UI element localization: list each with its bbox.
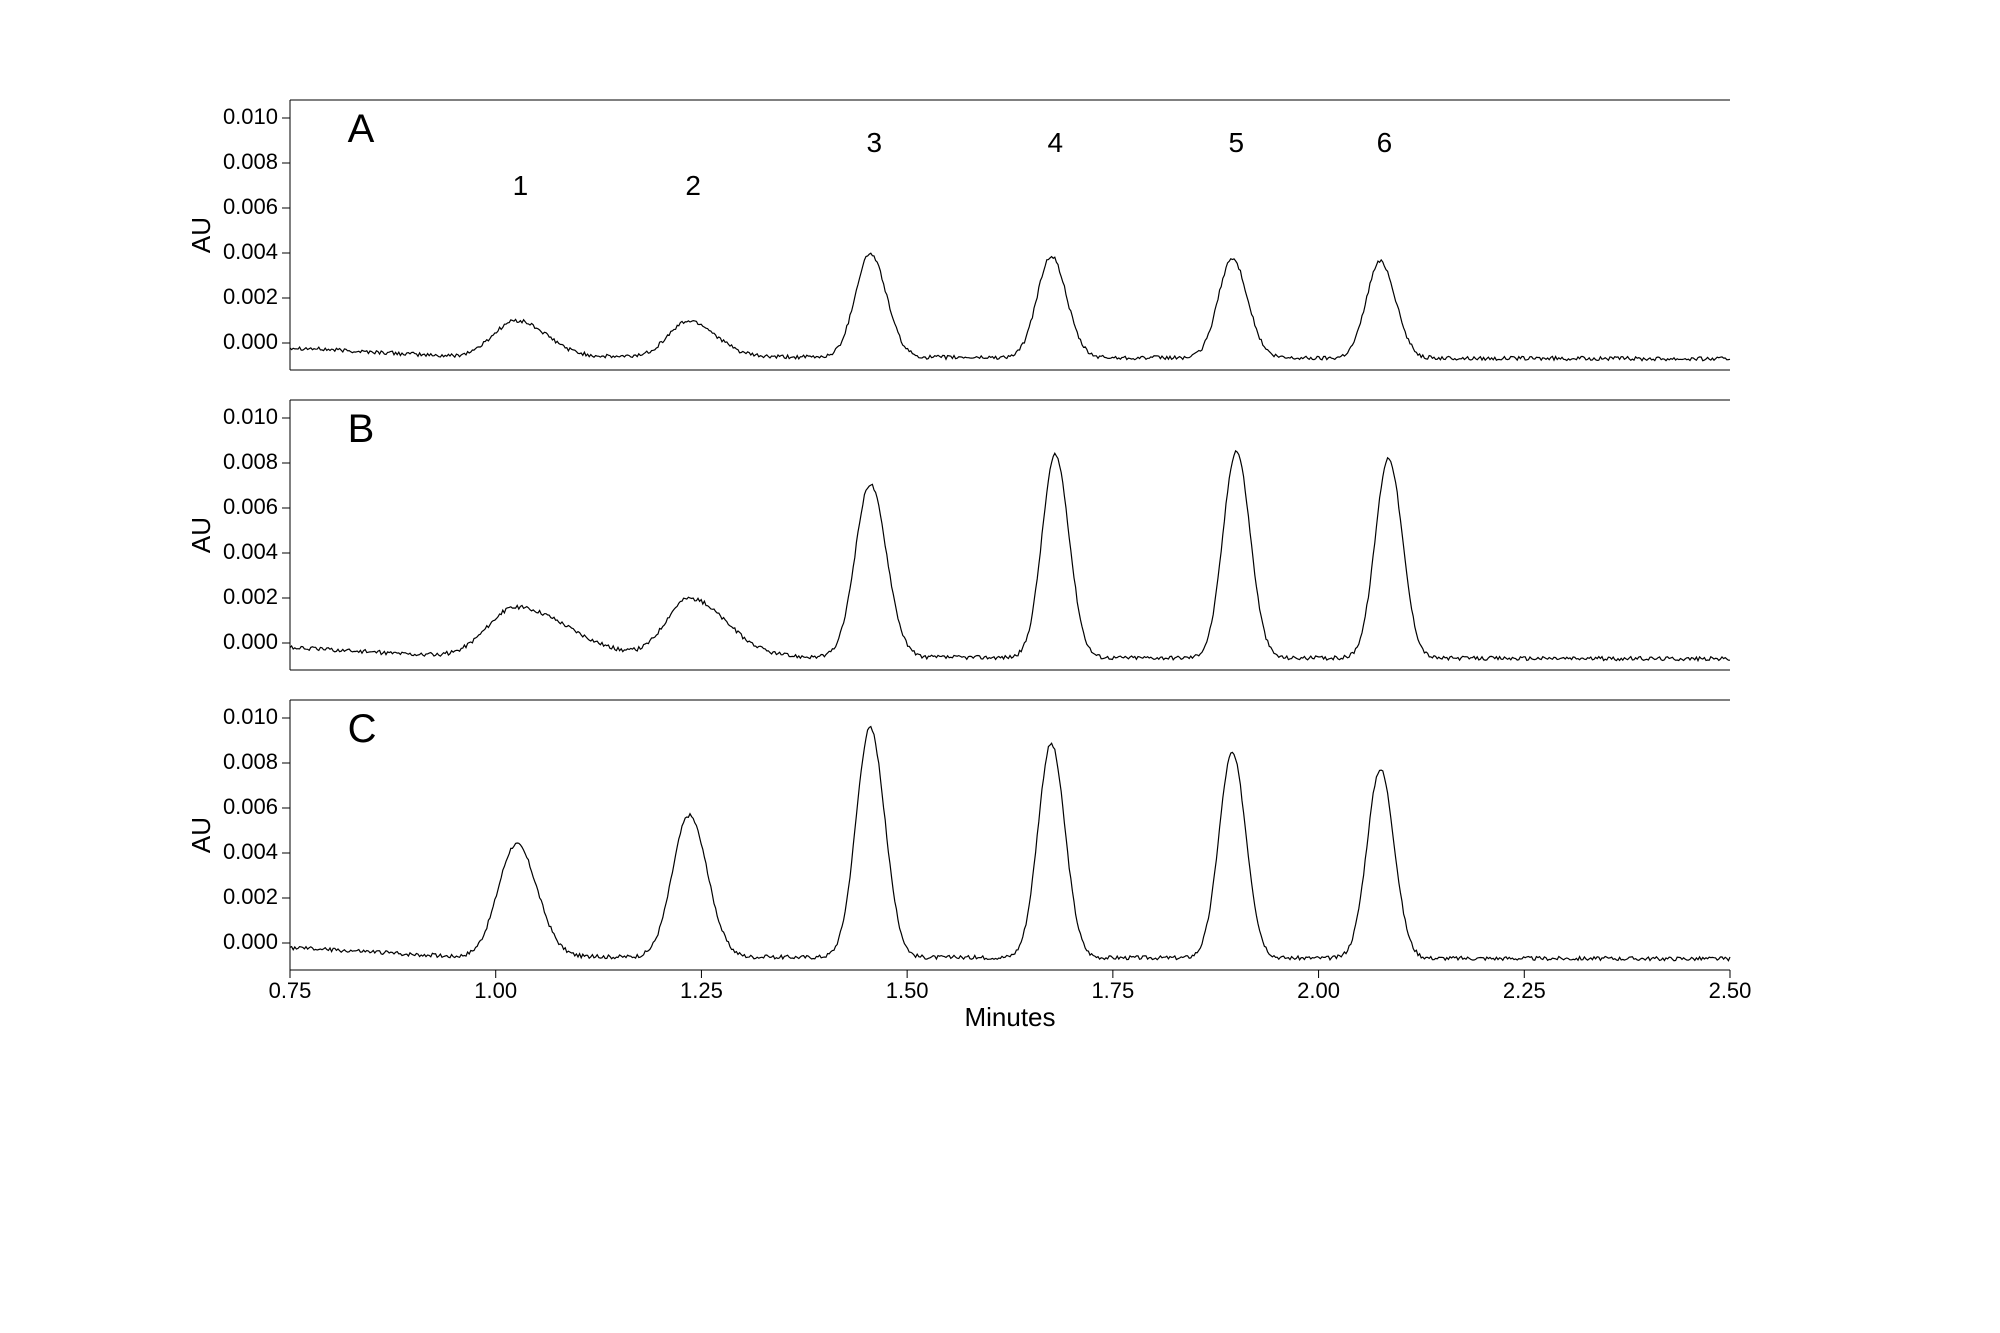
ytick-label: 0.002 xyxy=(223,284,278,309)
peak-label-3: 3 xyxy=(866,127,882,158)
ytick-label: 0.010 xyxy=(223,404,278,429)
x-axis-label: Minutes xyxy=(964,1002,1055,1032)
chromatogram-trace-B xyxy=(290,451,1730,661)
xtick-label: 1.75 xyxy=(1091,978,1134,1003)
panel-A: 0.000 0.002 0.004 0.006 0.008 0.010 AU A xyxy=(186,100,1730,370)
ytick-label: 0.004 xyxy=(223,539,278,564)
chromatogram-trace-A xyxy=(290,253,1730,361)
peak-label-1: 1 xyxy=(513,170,529,201)
y-axis-label: AU xyxy=(186,217,216,253)
ytick-label: 0.006 xyxy=(223,794,278,819)
ytick-label: 0.002 xyxy=(223,584,278,609)
y-axis-label: AU xyxy=(186,817,216,853)
ytick-label: 0.010 xyxy=(223,704,278,729)
peak-label-4: 4 xyxy=(1047,127,1063,158)
panel-C: 0.000 0.002 0.004 0.006 0.008 0.010 AU C xyxy=(186,700,1730,970)
xtick-label: 1.00 xyxy=(474,978,517,1003)
xtick-label: 2.25 xyxy=(1503,978,1546,1003)
ytick-label: 0.006 xyxy=(223,194,278,219)
ytick-label: 0.006 xyxy=(223,494,278,519)
chromatogram-figure: 0.0000.0020.0040.0060.0080.010AUA0.0000.… xyxy=(0,0,2000,1333)
peak-label-6: 6 xyxy=(1377,127,1393,158)
xtick-label: 2.00 xyxy=(1297,978,1340,1003)
ytick-label: 0.000 xyxy=(223,329,278,354)
ytick-label: 0.000 xyxy=(223,929,278,954)
xtick-label: 1.50 xyxy=(886,978,929,1003)
ytick-label: 0.004 xyxy=(223,839,278,864)
panel-B: 0.000 0.002 0.004 0.006 0.008 0.010 AU B xyxy=(186,400,1730,670)
chromatogram-trace-C xyxy=(290,727,1730,961)
peak-label-2: 2 xyxy=(685,170,701,201)
panel-letter-B: B xyxy=(348,407,375,451)
xtick-label: 2.50 xyxy=(1709,978,1752,1003)
ytick-label: 0.004 xyxy=(223,239,278,264)
y-axis-label: AU xyxy=(186,517,216,553)
peak-label-5: 5 xyxy=(1228,127,1244,158)
xtick-label: 0.75 xyxy=(269,978,312,1003)
ytick-label: 0.008 xyxy=(223,149,278,174)
xtick-label: 1.25 xyxy=(680,978,723,1003)
ytick-label: 0.008 xyxy=(223,749,278,774)
chart-svg: 0.0000.0020.0040.0060.0080.010AUA0.0000.… xyxy=(0,0,2000,1333)
ytick-label: 0.008 xyxy=(223,449,278,474)
ytick-label: 0.002 xyxy=(223,884,278,909)
panel-letter-C: C xyxy=(348,707,377,751)
panel-letter-A: A xyxy=(348,107,375,151)
ytick-label: 0.010 xyxy=(223,104,278,129)
ytick-label: 0.000 xyxy=(223,629,278,654)
